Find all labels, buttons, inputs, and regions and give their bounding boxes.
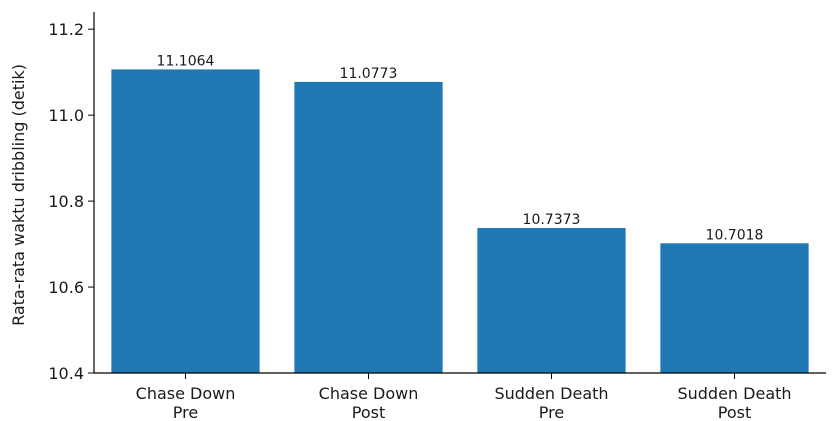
- data-labels: 11.1064 11.0773 10.7373 10.7018: [157, 53, 764, 243]
- x-tick-label-0: Chase Down Pre: [136, 384, 236, 421]
- data-label-3: 10.7018: [706, 227, 764, 243]
- bar-3: [660, 243, 809, 373]
- data-label-0: 11.1064: [157, 53, 215, 69]
- bar-1: [294, 81, 443, 374]
- bar-2: [477, 228, 626, 373]
- x-tick-label-3: Sudden Death Post: [677, 384, 791, 421]
- x-tick-label-line: Sudden Death: [494, 384, 608, 403]
- y-tick-label-1: 10.6: [48, 278, 84, 297]
- x-tick-label-line: Post: [352, 403, 385, 421]
- x-tick-label-2: Sudden Death Pre: [494, 384, 608, 421]
- y-axis-title: Rata-rata waktu dribbling (detik): [9, 64, 28, 326]
- bars: [111, 69, 809, 374]
- x-tick-label-line: Sudden Death: [677, 384, 791, 403]
- x-tick-label-line: Chase Down: [136, 384, 236, 403]
- bar-0: [111, 69, 260, 374]
- y-axis: 10.4 10.6 10.8 11.0 11.2: [48, 12, 95, 383]
- data-label-1: 11.0773: [340, 66, 398, 82]
- x-tick-label-line: Chase Down: [319, 384, 419, 403]
- y-tick-label-3: 11.0: [48, 106, 84, 125]
- x-tick-label-line: Pre: [539, 403, 564, 421]
- y-tick-label-4: 11.2: [48, 20, 84, 39]
- x-tick-label-line: Post: [718, 403, 751, 421]
- x-tick-label-1: Chase Down Post: [319, 384, 419, 421]
- y-tick-label-0: 10.4: [48, 364, 84, 383]
- x-tick-label-line: Pre: [173, 403, 198, 421]
- data-label-2: 10.7373: [523, 212, 581, 228]
- y-tick-label-2: 10.8: [48, 192, 84, 211]
